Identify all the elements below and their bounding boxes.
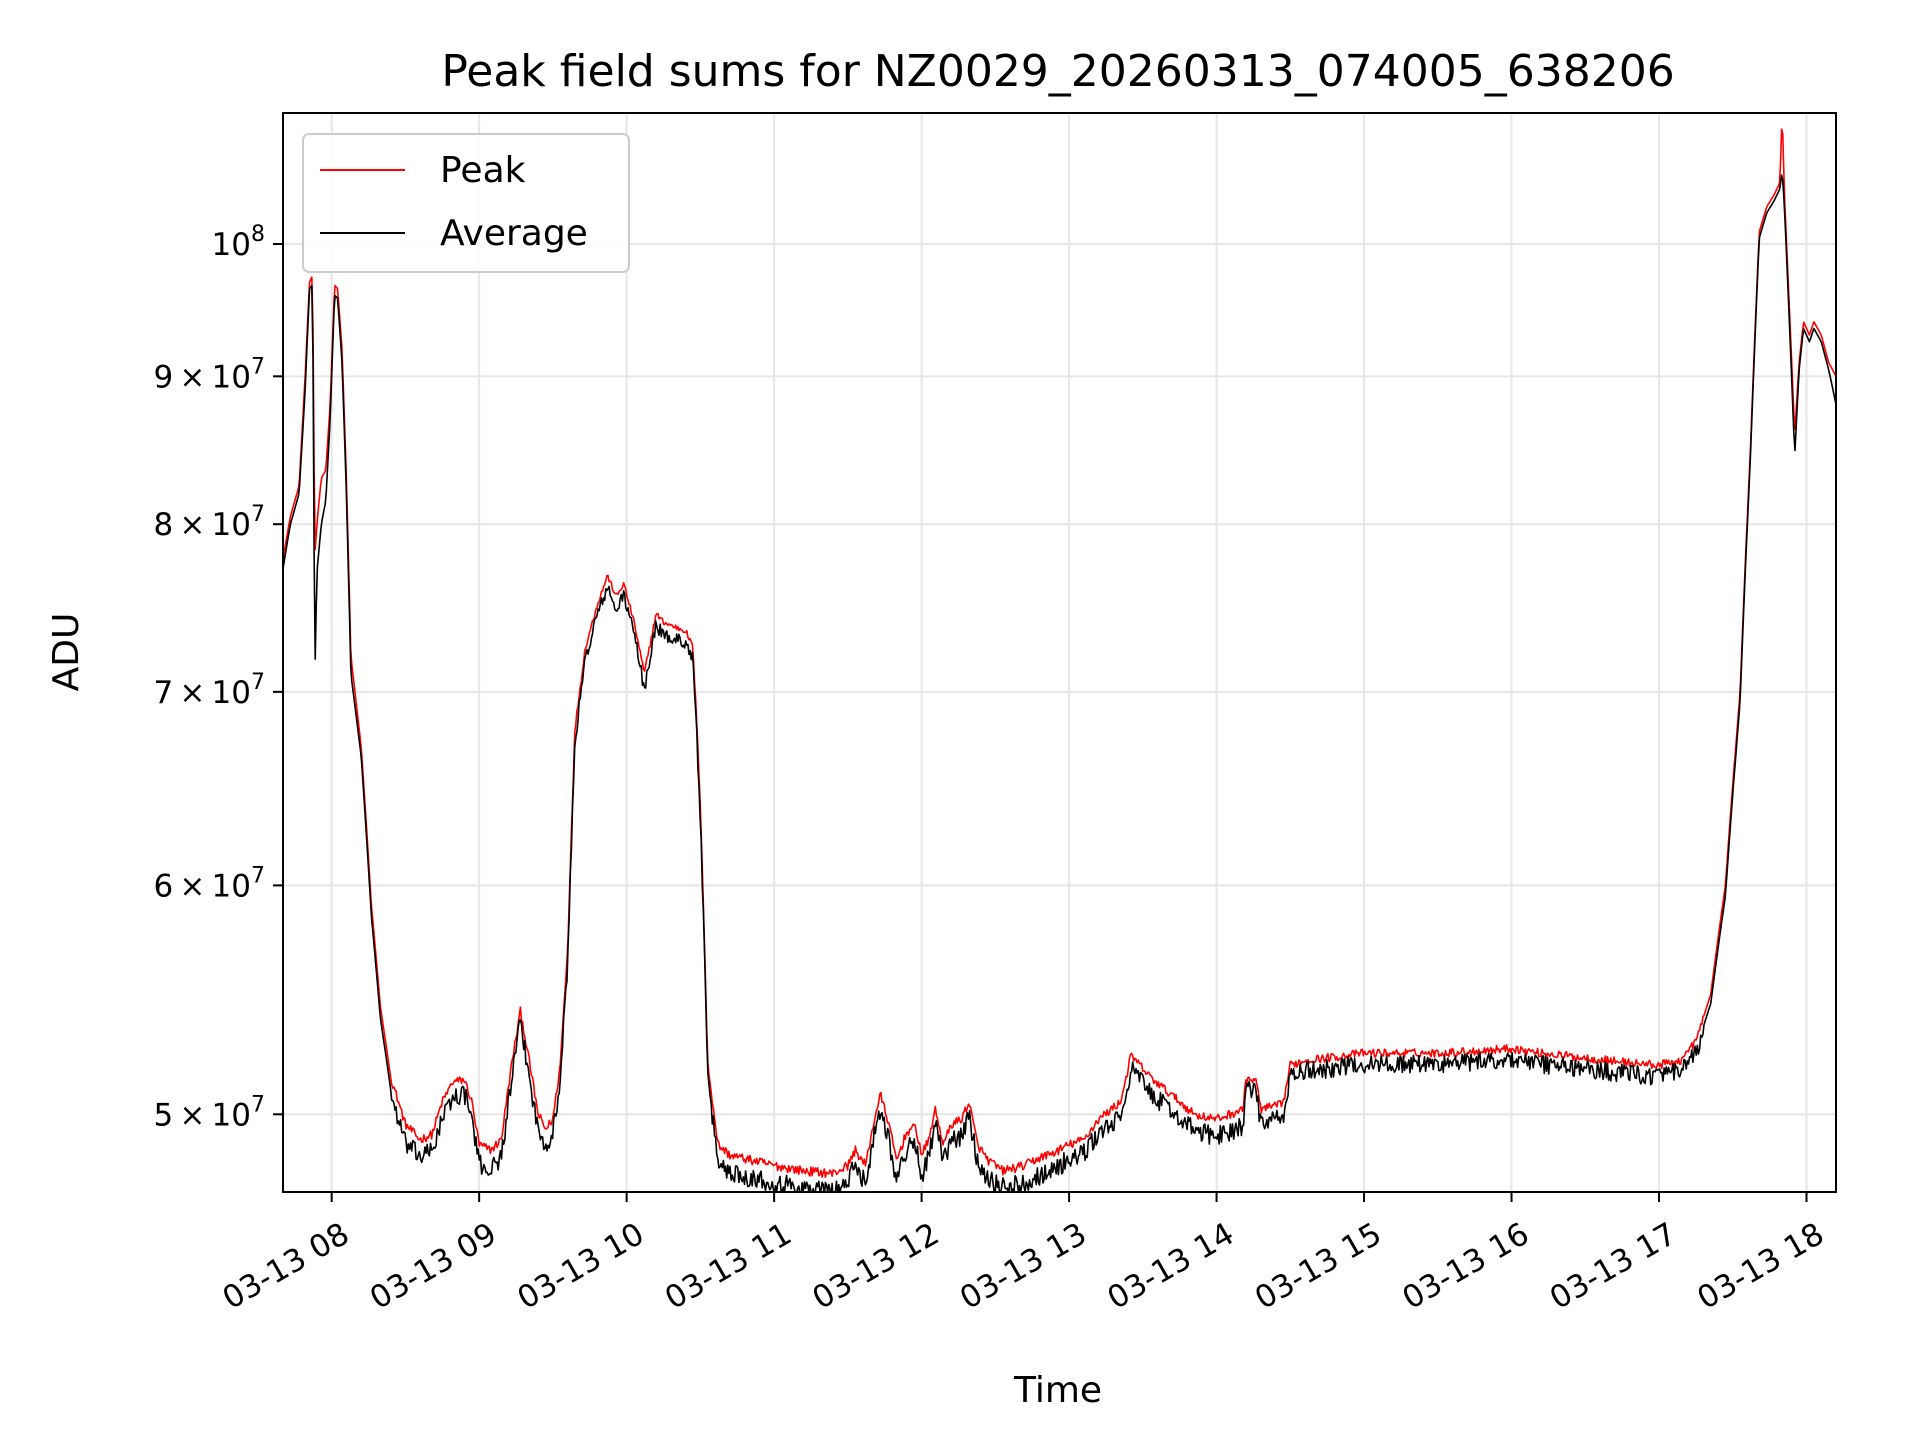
x-axis-label: Time <box>1013 1370 1102 1411</box>
y-tick-label: 6 × 107 <box>153 863 265 904</box>
series-line-average <box>283 174 1836 1192</box>
legend-label-average: Average <box>440 213 588 254</box>
legend-label-peak: Peak <box>440 150 526 191</box>
y-tick-label: 9 × 107 <box>153 354 265 395</box>
y-axis: 5 × 107 6 × 107 7 × 107 8 × 107 9 × 107 108 <box>153 222 283 1133</box>
chart-title: Peak field sums for NZ0029_20260313_0740… <box>441 46 1674 97</box>
series-line-peak <box>283 128 1836 1178</box>
y-axis-label: ADU <box>46 613 87 692</box>
y-tick-label: 8 × 107 <box>153 502 265 543</box>
series-layer <box>283 128 1836 1192</box>
y-tick-label: 5 × 107 <box>153 1092 265 1133</box>
y-tick-label: 7 × 107 <box>153 670 265 711</box>
legend-box <box>302 133 630 273</box>
legend: Peak Average <box>302 133 630 273</box>
grid <box>283 113 1836 1192</box>
plot-frame <box>282 112 1837 1193</box>
y-tick-label: 108 <box>212 222 265 263</box>
